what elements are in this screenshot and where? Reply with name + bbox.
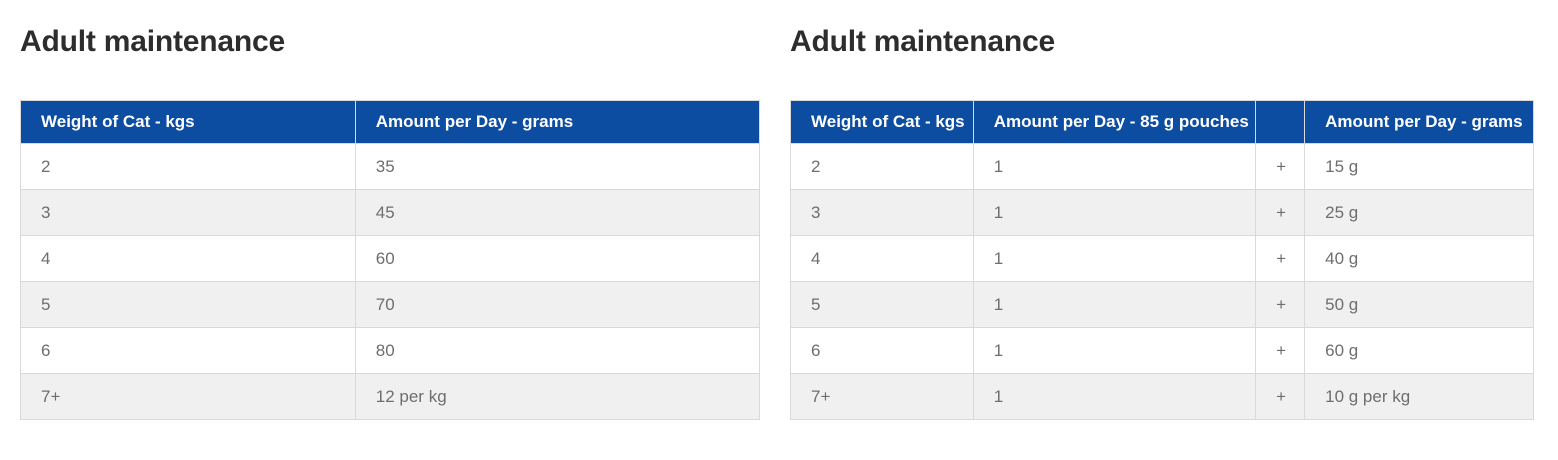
grams-cell: 12 per kg — [354, 373, 761, 420]
plus-sign: + — [1255, 235, 1306, 282]
weight-cell: 6 — [20, 327, 356, 374]
column-header-weight: Weight of Cat - kgs — [20, 100, 356, 144]
table-row: 5 70 — [20, 281, 761, 328]
weight-cell: 4 — [20, 235, 356, 282]
grams-cell: 60 g — [1304, 327, 1534, 374]
feeding-guide-section-pouches: Adult maintenance Weight of Cat - kgs Am… — [790, 0, 1534, 420]
table-row: 5 1 + 50 g — [790, 281, 1534, 328]
section-title: Adult maintenance — [790, 25, 1055, 58]
table-row: 7+ 1 + 10 g per kg — [790, 373, 1534, 420]
table-row: 6 80 — [20, 327, 761, 374]
plus-sign: + — [1255, 327, 1306, 374]
grams-cell: 45 — [354, 189, 761, 236]
table-header-row: Weight of Cat - kgs Amount per Day - 85 … — [790, 100, 1534, 144]
grams-cell: 80 — [354, 327, 761, 374]
weight-cell: 7+ — [790, 373, 974, 420]
plus-sign: + — [1255, 189, 1306, 236]
pouches-cell: 1 — [972, 281, 1257, 328]
grams-cell: 50 g — [1304, 281, 1534, 328]
weight-cell: 2 — [790, 143, 974, 190]
pouches-cell: 1 — [972, 189, 1257, 236]
plus-sign: + — [1255, 143, 1306, 190]
weight-cell: 7+ — [20, 373, 356, 420]
grams-cell: 60 — [354, 235, 761, 282]
table-row: 7+ 12 per kg — [20, 373, 761, 420]
weight-cell: 2 — [20, 143, 356, 190]
weight-cell: 4 — [790, 235, 974, 282]
weight-cell: 3 — [790, 189, 974, 236]
weight-cell: 3 — [20, 189, 356, 236]
feeding-guide-table-pouches: Weight of Cat - kgs Amount per Day - 85 … — [790, 100, 1534, 420]
column-header-plus-spacer — [1255, 100, 1306, 144]
plus-sign: + — [1255, 373, 1306, 420]
column-header-grams: Amount per Day - grams — [354, 100, 761, 144]
grams-cell: 15 g — [1304, 143, 1534, 190]
column-header-weight: Weight of Cat - kgs — [790, 100, 974, 144]
feeding-guide-section-grams: Adult maintenance Weight of Cat - kgs Am… — [20, 0, 761, 420]
table-header-row: Weight of Cat - kgs Amount per Day - gra… — [20, 100, 761, 144]
weight-cell: 5 — [790, 281, 974, 328]
table-row: 3 45 — [20, 189, 761, 236]
table-row: 3 1 + 25 g — [790, 189, 1534, 236]
pouches-cell: 1 — [972, 373, 1257, 420]
grams-cell: 35 — [354, 143, 761, 190]
table-row: 2 35 — [20, 143, 761, 190]
pouches-cell: 1 — [972, 235, 1257, 282]
table-row: 6 1 + 60 g — [790, 327, 1534, 374]
table-row: 2 1 + 15 g — [790, 143, 1534, 190]
grams-cell: 10 g per kg — [1304, 373, 1534, 420]
pouches-cell: 1 — [972, 327, 1257, 374]
column-header-pouches: Amount per Day - 85 g pouches — [972, 100, 1257, 144]
column-header-grams: Amount per Day - grams — [1304, 100, 1534, 144]
weight-cell: 5 — [20, 281, 356, 328]
section-title: Adult maintenance — [20, 25, 285, 58]
grams-cell: 40 g — [1304, 235, 1534, 282]
grams-cell: 25 g — [1304, 189, 1534, 236]
weight-cell: 6 — [790, 327, 974, 374]
table-row: 4 1 + 40 g — [790, 235, 1534, 282]
grams-cell: 70 — [354, 281, 761, 328]
table-row: 4 60 — [20, 235, 761, 282]
feeding-guide-table-grams: Weight of Cat - kgs Amount per Day - gra… — [20, 100, 761, 420]
pouches-cell: 1 — [972, 143, 1257, 190]
plus-sign: + — [1255, 281, 1306, 328]
